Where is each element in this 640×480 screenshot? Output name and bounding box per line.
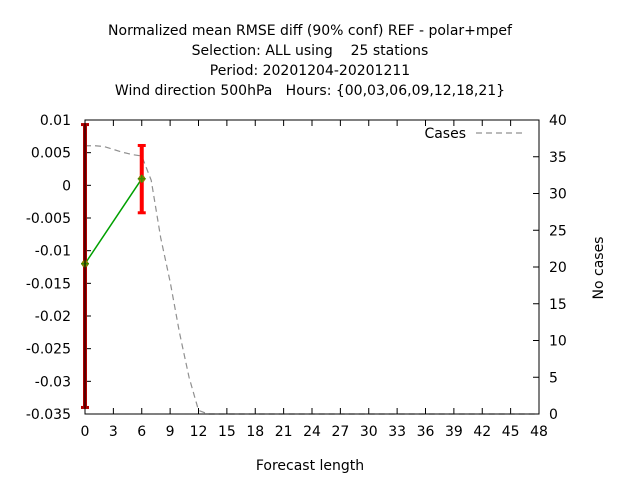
x-tick-label: 6 [137, 424, 146, 440]
title-line-2: Selection: ALL using 25 stations [192, 43, 429, 59]
y-left-tick-label: 0.01 [40, 113, 71, 129]
y-left-tick-label: -0.03 [35, 374, 71, 390]
y-right-tick-label: 40 [549, 113, 567, 129]
diff-line [84, 178, 143, 265]
x-tick-label: 3 [109, 424, 118, 440]
y-right-tick-label: 30 [549, 187, 567, 203]
diff-series [84, 178, 143, 265]
y-right-tick-label: 5 [549, 370, 558, 386]
y-left-tick-label: 0 [62, 178, 71, 194]
y-left-tick-label: -0.025 [26, 342, 71, 358]
x-tick-label: 33 [388, 424, 406, 440]
x-tick-label: 36 [417, 424, 435, 440]
legend-label-cases: Cases [424, 126, 466, 142]
x-tick-label: 39 [445, 424, 463, 440]
title-line-4: Wind direction 500hPa Hours: {00,03,06,0… [115, 83, 505, 99]
y-axis-right-label: No cases [591, 237, 607, 300]
x-tick-label: 21 [275, 424, 293, 440]
title-line-1: Normalized mean RMSE diff (90% conf) REF… [108, 23, 513, 39]
title-line-3: Period: 20201204-20201211 [210, 63, 410, 79]
x-tick-label: 15 [218, 424, 236, 440]
x-tick-label: 9 [166, 424, 175, 440]
x-tick-label: 27 [331, 424, 349, 440]
y-right-tick-label: 35 [549, 150, 567, 166]
error-bars [81, 123, 146, 409]
diff-point-cross [137, 174, 146, 183]
cases-line [85, 145, 539, 415]
y-right-tick-label: 0 [549, 407, 558, 423]
plot-frame [84, 119, 540, 415]
y-right-tick-label: 25 [549, 223, 567, 239]
cases-series [85, 145, 539, 415]
y-left-tick-label: -0.01 [35, 244, 71, 260]
y-right-tick-label: 10 [549, 334, 567, 350]
x-tick-label: 30 [360, 424, 378, 440]
chart-title: Normalized mean RMSE diff (90% conf) REF… [108, 23, 513, 99]
y-left-tick-label: 0.005 [31, 146, 71, 162]
x-tick-label: 45 [502, 424, 520, 440]
y-left-tick-label: -0.015 [26, 276, 71, 292]
y-left-tick-label: -0.02 [35, 309, 71, 325]
legend: Cases [424, 126, 522, 142]
x-tick-label: 42 [473, 424, 491, 440]
x-tick-label: 18 [246, 424, 264, 440]
y-right-tick-label: 15 [549, 297, 567, 313]
y-right-tick-label: 20 [549, 260, 567, 276]
x-tick-label: 12 [190, 424, 208, 440]
x-tick-label: 0 [81, 424, 90, 440]
y-left-tick-label: -0.005 [26, 211, 71, 227]
x-tick-label: 24 [303, 424, 321, 440]
y-left-tick-label: -0.035 [26, 407, 71, 423]
x-tick-label: 48 [530, 424, 548, 440]
x-axis-label: Forecast length [256, 458, 364, 474]
axes-ticks: 0 3 6 9 12 15 18 21 24 27 30 33 36 39 42 45 480.010.0050… [26, 113, 567, 440]
